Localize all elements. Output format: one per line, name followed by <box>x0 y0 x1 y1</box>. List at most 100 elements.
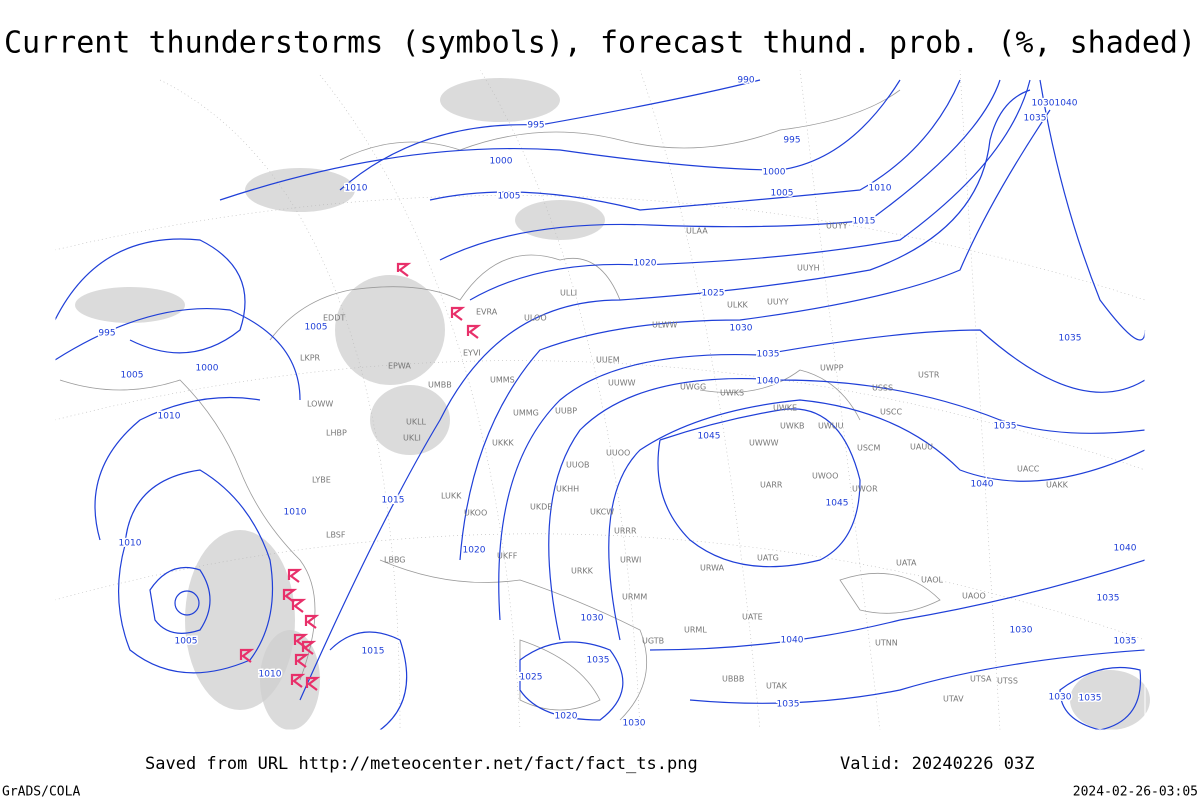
station-code: UBBB <box>722 675 744 684</box>
station-code: URKK <box>571 567 594 576</box>
station-code: LKPR <box>300 354 321 363</box>
isobar-label: 1005 <box>175 637 198 647</box>
station-code: LBBG <box>384 556 406 565</box>
isobar-label: 1010 <box>284 508 307 518</box>
isobar-label: 1040 <box>1055 99 1078 109</box>
station-code: UUYH <box>797 264 820 273</box>
map-frame <box>54 69 1146 731</box>
isobar-label: 1040 <box>1114 544 1137 554</box>
station-code: USCM <box>857 444 881 453</box>
station-code: LOWW <box>307 400 333 409</box>
isobar-label: 1040 <box>757 377 780 387</box>
graticule <box>54 69 1146 731</box>
station-code: UKLI <box>403 434 421 443</box>
station-code: LBSF <box>326 531 346 540</box>
station-code: USTR <box>918 371 940 380</box>
isobar-label: 1035 <box>1079 694 1102 704</box>
isobar-label: 1005 <box>305 323 328 333</box>
isobar-label: 1030 <box>1049 693 1072 703</box>
isobar-label: 1000 <box>490 157 513 167</box>
station-code: EDDT <box>323 314 345 323</box>
isobar-label: 1035 <box>1059 334 1082 344</box>
station-code: USCC <box>880 408 903 417</box>
station-code: URWA <box>700 564 725 573</box>
isobar-label: 1010 <box>119 539 142 549</box>
isobar-label: 995 <box>98 329 115 339</box>
isobar-label: 1020 <box>463 546 486 556</box>
station-code: UTSS <box>997 677 1018 686</box>
isobar-label: 1025 <box>520 673 543 683</box>
station-code: UUYY <box>767 298 789 307</box>
isobar-label: 1035 <box>1097 594 1120 604</box>
station-code: UWGG <box>680 383 706 392</box>
station-code: UKCW <box>590 508 614 517</box>
station-code: EPWA <box>388 362 411 371</box>
station-code: UAOO <box>962 592 986 601</box>
isobar-label: 1045 <box>698 432 721 442</box>
station-code: UKFF <box>497 552 518 561</box>
station-code: EYVI <box>463 349 481 358</box>
station-code: UKDE <box>530 503 552 512</box>
station-code: UTNN <box>875 639 898 648</box>
station-code: UTSA <box>970 675 992 684</box>
station-code: UWWW <box>749 439 779 448</box>
isobar-label: 1030 <box>623 719 646 729</box>
station-code: UUBP <box>555 407 577 416</box>
station-code: EVRA <box>476 308 498 317</box>
station-code: UUOO <box>606 449 630 458</box>
station-code: UWPP <box>820 364 844 373</box>
station-code: UWKE <box>773 404 797 413</box>
isobar-label: 1020 <box>555 712 578 722</box>
station-code: UGTB <box>642 637 664 646</box>
isobar-label: 995 <box>783 136 800 146</box>
station-code: ULKK <box>727 301 749 310</box>
isobar-label: 1040 <box>971 480 994 490</box>
station-code: UKKK <box>492 439 514 448</box>
isobar-label: 1000 <box>196 364 219 374</box>
isobar-label: 1025 <box>702 289 725 299</box>
station-code: URRR <box>614 527 637 536</box>
station-code: UKOO <box>464 509 487 518</box>
coastlines <box>59 89 941 721</box>
station-code: UACC <box>1017 465 1040 474</box>
station-code: UWOO <box>812 472 838 481</box>
station-code: LUKK <box>441 492 462 501</box>
isobar-label: 1010 <box>869 184 892 194</box>
station-code: UWKS <box>720 389 744 398</box>
isobar-label: 1035 <box>757 350 780 360</box>
station-code: UAOL <box>921 576 943 585</box>
isobar-label: 1045 <box>826 499 849 509</box>
station-code: UUYY <box>826 222 848 231</box>
station-code: UWKB <box>780 422 805 431</box>
isobars <box>54 79 1146 731</box>
station-code: UKHH <box>556 485 579 494</box>
station-code: UATA <box>896 559 917 568</box>
station-code: UMMS <box>490 376 515 385</box>
isobar-label: 990 <box>737 76 754 86</box>
isobar-label: 1035 <box>1024 114 1047 124</box>
isobar-label: 1030 <box>581 614 604 624</box>
isobar-label: 995 <box>527 121 544 131</box>
isobar-label: 1030 <box>1032 99 1055 109</box>
isobar-label: 1005 <box>498 192 521 202</box>
station-code: UWUU <box>818 422 844 431</box>
isobar-label: 1010 <box>345 184 368 194</box>
map-area <box>54 69 1150 731</box>
station-code: UAKK <box>1046 481 1069 490</box>
software: GrADS/COLA <box>2 785 80 800</box>
valid-time: Valid: 20240226 03Z <box>840 754 1034 774</box>
isobar-label: 1035 <box>777 700 800 710</box>
station-code: LHBP <box>326 429 347 438</box>
isobar-label: 1010 <box>259 670 282 680</box>
isobar-label: 1030 <box>1010 626 1033 636</box>
station-code: UARR <box>760 481 783 490</box>
station-code: UATG <box>757 554 779 563</box>
source-url: Saved from URL http://meteocenter.net/fa… <box>145 754 698 774</box>
station-code: UUWW <box>608 379 636 388</box>
isobar-label: 1010 <box>158 412 181 422</box>
isobar-label: 1035 <box>994 422 1017 432</box>
station-code: ULWW <box>652 321 677 330</box>
station-code: UKLL <box>406 418 427 427</box>
station-code: URWI <box>620 556 641 565</box>
